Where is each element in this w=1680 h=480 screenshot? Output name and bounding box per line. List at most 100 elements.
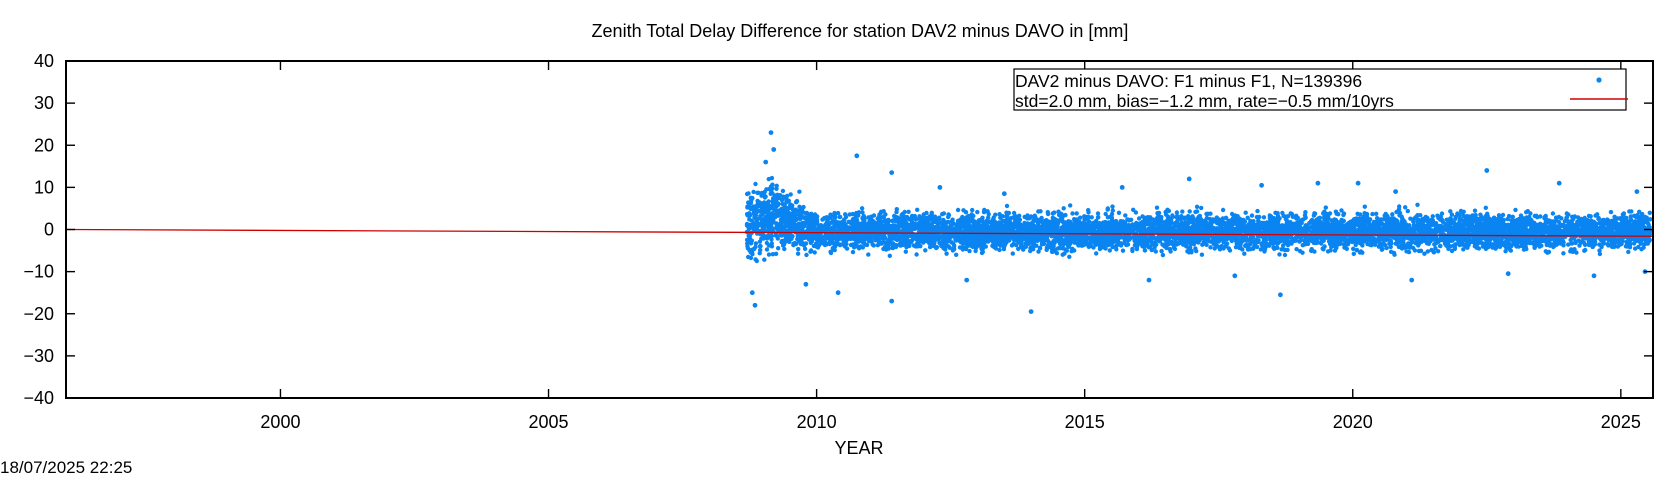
data-point bbox=[1273, 210, 1278, 215]
data-point bbox=[770, 252, 776, 257]
data-point bbox=[871, 243, 876, 248]
data-point bbox=[907, 239, 913, 244]
data-point bbox=[746, 254, 751, 260]
data-point bbox=[1011, 210, 1017, 216]
data-point bbox=[828, 250, 834, 256]
data-point bbox=[979, 217, 985, 222]
data-point bbox=[1254, 244, 1260, 250]
data-point bbox=[753, 181, 758, 187]
data-point bbox=[1280, 243, 1286, 248]
data-point bbox=[1572, 247, 1577, 252]
data-point bbox=[1435, 213, 1440, 218]
data-point bbox=[1474, 245, 1479, 250]
data-point bbox=[1483, 205, 1489, 210]
data-point bbox=[1351, 251, 1357, 256]
x-axis-tick-labels: 2000 2005 2010 2015 2020 2025 bbox=[260, 412, 1640, 432]
y-tick-label: 0 bbox=[44, 220, 54, 240]
data-point bbox=[998, 243, 1003, 248]
data-point bbox=[1250, 219, 1256, 225]
data-point bbox=[1220, 207, 1226, 213]
data-point bbox=[753, 257, 758, 262]
data-point bbox=[1123, 213, 1128, 218]
data-point bbox=[1294, 247, 1299, 252]
data-point bbox=[1187, 209, 1192, 214]
data-point bbox=[1483, 246, 1489, 251]
data-point bbox=[1107, 248, 1113, 253]
data-point bbox=[831, 247, 836, 252]
data-point bbox=[1550, 211, 1556, 216]
data-point bbox=[776, 246, 781, 251]
data-point bbox=[1231, 226, 1237, 232]
data-point bbox=[975, 209, 980, 215]
x-axis-label: YEAR bbox=[834, 438, 883, 458]
data-point bbox=[850, 249, 856, 255]
x-tick-label: 2025 bbox=[1601, 412, 1641, 432]
y-tick-label: 30 bbox=[34, 93, 54, 113]
data-point bbox=[1159, 248, 1164, 254]
data-point bbox=[1631, 241, 1637, 246]
data-point bbox=[1243, 210, 1248, 215]
data-point bbox=[1267, 243, 1272, 248]
data-point bbox=[1237, 245, 1242, 250]
data-point bbox=[1395, 238, 1400, 243]
data-point bbox=[1227, 248, 1233, 253]
data-point bbox=[808, 212, 813, 217]
data-point bbox=[875, 243, 880, 248]
data-point bbox=[1088, 243, 1094, 249]
data-point bbox=[1233, 245, 1239, 250]
data-point bbox=[1212, 246, 1217, 251]
data-point bbox=[1261, 240, 1267, 245]
data-point bbox=[1234, 240, 1240, 245]
data-point bbox=[1449, 212, 1455, 217]
data-point bbox=[944, 251, 949, 256]
data-point bbox=[1339, 208, 1344, 213]
data-point bbox=[1433, 246, 1438, 251]
data-point bbox=[750, 247, 756, 252]
data-point bbox=[1600, 218, 1605, 223]
data-point bbox=[1647, 210, 1653, 215]
data-point bbox=[1561, 251, 1566, 256]
data-point bbox=[902, 209, 907, 215]
data-point bbox=[1042, 218, 1047, 224]
data-point bbox=[1010, 251, 1015, 256]
data-point bbox=[1450, 236, 1456, 241]
data-point bbox=[1180, 209, 1185, 214]
data-point bbox=[757, 251, 762, 256]
data-point bbox=[795, 251, 801, 256]
data-point bbox=[1153, 249, 1159, 254]
data-point bbox=[1204, 215, 1210, 221]
y-tick-label: −40 bbox=[23, 388, 54, 408]
data-point bbox=[1418, 213, 1423, 218]
data-point bbox=[1503, 242, 1509, 247]
data-point bbox=[954, 252, 959, 257]
data-point bbox=[804, 252, 809, 258]
data-point bbox=[1326, 239, 1332, 244]
data-point bbox=[1432, 242, 1437, 247]
data-point bbox=[1172, 246, 1178, 252]
data-point bbox=[1261, 215, 1267, 220]
data-point bbox=[1394, 209, 1399, 215]
data-point bbox=[894, 209, 899, 215]
data-point bbox=[1061, 206, 1066, 211]
data-point bbox=[960, 244, 965, 250]
data-point bbox=[1089, 215, 1094, 220]
data-point bbox=[963, 236, 968, 242]
data-point bbox=[946, 213, 952, 218]
data-point bbox=[1461, 213, 1466, 219]
data-point bbox=[1289, 241, 1294, 246]
data-point bbox=[974, 244, 979, 249]
data-point bbox=[1194, 204, 1200, 209]
data-point bbox=[753, 241, 759, 246]
data-point bbox=[1509, 218, 1514, 223]
data-point bbox=[1133, 210, 1139, 215]
data-point bbox=[766, 199, 771, 204]
data-point bbox=[1169, 241, 1175, 246]
data-point bbox=[1615, 244, 1621, 249]
data-point bbox=[1435, 249, 1441, 254]
data-point bbox=[797, 189, 802, 194]
data-point bbox=[1165, 207, 1170, 212]
data-point bbox=[812, 250, 817, 255]
data-point bbox=[1461, 247, 1466, 252]
